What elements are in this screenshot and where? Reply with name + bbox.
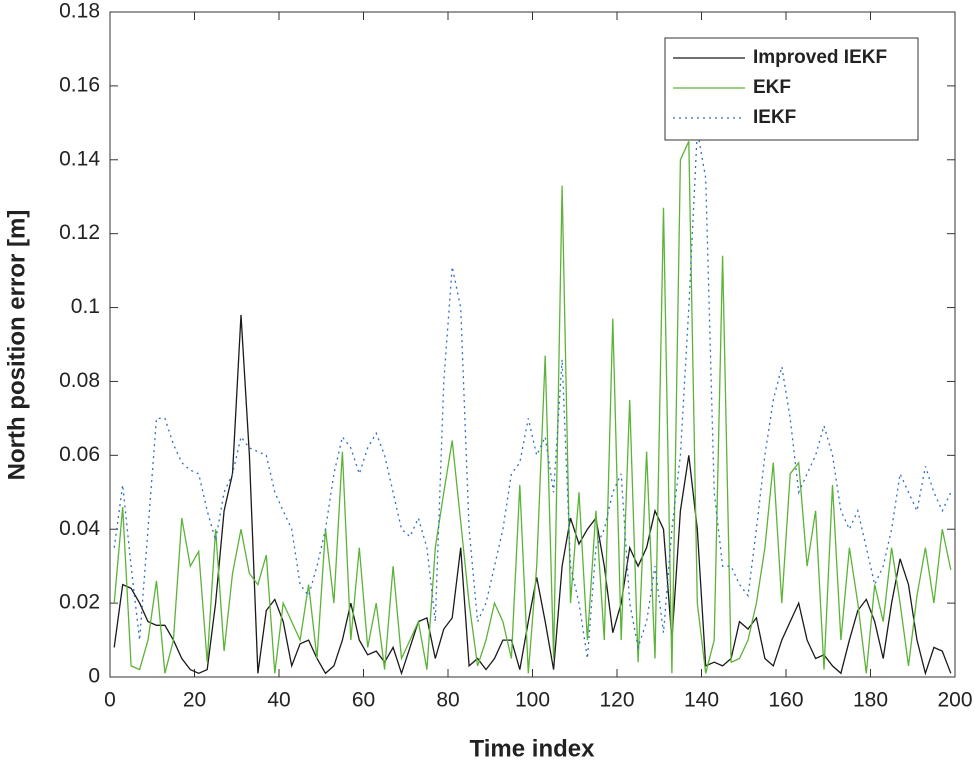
y-tick-label: 0.14 bbox=[59, 147, 100, 170]
legend-label: IEKF bbox=[753, 107, 796, 128]
series-line bbox=[113, 130, 952, 659]
plot-frame bbox=[109, 11, 956, 678]
x-tick-label: 200 bbox=[937, 689, 972, 712]
series-line bbox=[113, 141, 952, 674]
y-tick-label: 0.02 bbox=[59, 591, 100, 614]
y-tick-label: 0.04 bbox=[59, 517, 100, 540]
y-tick-label: 0.06 bbox=[59, 443, 100, 466]
legend-box bbox=[664, 37, 919, 141]
x-tick-label: 100 bbox=[515, 689, 550, 712]
x-tick-label: 120 bbox=[599, 689, 634, 712]
y-tick-label: 0.18 bbox=[59, 0, 100, 23]
y-tick-label: 0.08 bbox=[59, 369, 100, 392]
y-tick-label: 0.1 bbox=[71, 295, 100, 318]
y-tick-label: 0.16 bbox=[59, 73, 100, 96]
y-tick-label: 0 bbox=[88, 665, 100, 688]
x-axis-label: Time index bbox=[470, 735, 596, 762]
y-tick-label: 0.12 bbox=[59, 221, 100, 244]
x-tick-label: 20 bbox=[183, 689, 206, 712]
x-tick-label: 40 bbox=[267, 689, 290, 712]
series-line bbox=[113, 314, 952, 676]
x-tick-label: 80 bbox=[436, 689, 459, 712]
x-tick-label: 160 bbox=[768, 689, 803, 712]
x-tick-label: 60 bbox=[352, 689, 375, 712]
legend-label: EKF bbox=[753, 77, 791, 98]
legend-label: Improved IEKF bbox=[753, 47, 887, 68]
y-axis-label: North position error [m] bbox=[3, 210, 30, 481]
legend: Improved IEKF EKF IEKF bbox=[664, 37, 919, 141]
x-tick-label: 180 bbox=[853, 689, 888, 712]
x-tick-label: 140 bbox=[684, 689, 719, 712]
x-tick-label: 0 bbox=[104, 689, 116, 712]
